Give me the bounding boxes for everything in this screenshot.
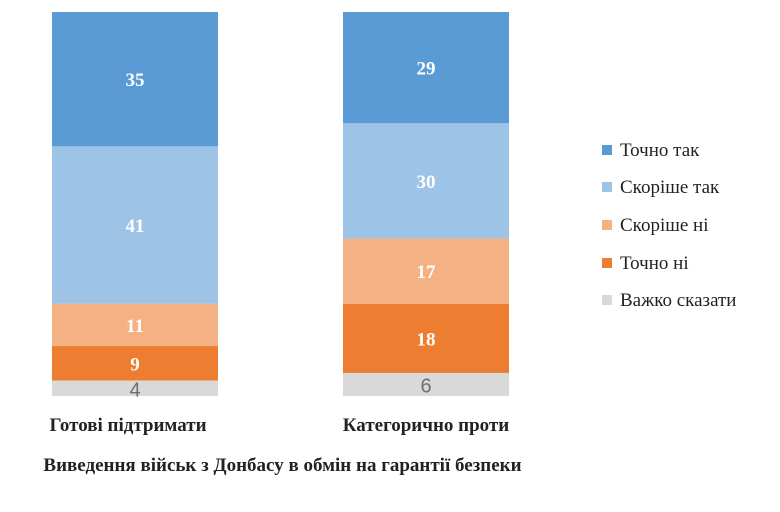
bar-segment bbox=[343, 372, 509, 396]
data-label: 9 bbox=[130, 354, 140, 375]
data-label: 41 bbox=[126, 216, 145, 237]
data-label: 11 bbox=[126, 316, 144, 337]
legend-swatch bbox=[602, 145, 612, 155]
chart-title: Виведення військ з Донбасу в обмін на га… bbox=[43, 455, 522, 476]
legend-label: Точно так bbox=[620, 140, 700, 161]
legend-label: Скоріше ні bbox=[620, 215, 708, 236]
legend-label: Скоріше так bbox=[620, 177, 720, 198]
data-label: 29 bbox=[417, 59, 436, 80]
legend-swatch bbox=[602, 220, 612, 230]
bar-segment bbox=[343, 12, 509, 124]
data-label: 17 bbox=[417, 262, 437, 283]
category-label: Готові підтримати bbox=[49, 415, 206, 436]
bar-segment bbox=[343, 123, 509, 239]
legend-swatch bbox=[602, 295, 612, 305]
legend-swatch bbox=[602, 182, 612, 192]
data-label: 4 bbox=[129, 379, 140, 401]
data-label: 35 bbox=[126, 70, 145, 91]
data-label: 30 bbox=[417, 172, 436, 193]
category-label: Категорично проти bbox=[343, 415, 509, 436]
bar-segment bbox=[52, 303, 218, 347]
bar-segment bbox=[343, 238, 509, 304]
legend-swatch bbox=[602, 258, 612, 268]
data-label: 18 bbox=[417, 329, 436, 350]
bar-segment bbox=[52, 146, 218, 304]
legend-label: Точно ні bbox=[620, 253, 689, 274]
bar-segment bbox=[52, 380, 218, 396]
bar-segment bbox=[52, 12, 218, 147]
bar-segment bbox=[343, 303, 509, 373]
legend-label: Важко сказати bbox=[620, 290, 736, 311]
data-label: 6 bbox=[420, 375, 431, 397]
bar-segment bbox=[52, 346, 218, 381]
